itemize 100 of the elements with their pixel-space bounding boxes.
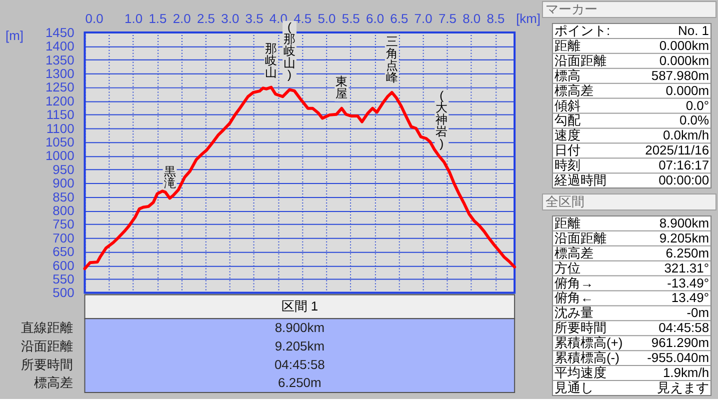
text: 標高差	[34, 375, 73, 390]
text: 04:45:58	[658, 320, 710, 336]
text: 区間 1	[281, 298, 318, 314]
text: 0.0km/h	[662, 128, 710, 143]
y-tick-label: 650	[52, 244, 74, 260]
y-tick-label: 1100	[46, 120, 74, 136]
annotation: 黒滝	[164, 164, 176, 190]
x-tick-label: 3.0	[221, 10, 240, 26]
y-tick-label: 550	[52, 272, 74, 287]
annotation: 那岐山	[265, 41, 278, 80]
y-tick-label: 900	[52, 176, 74, 191]
text: 2025/11/16	[645, 142, 710, 158]
x-tick-label: 6.5	[390, 10, 408, 26]
text: 13.49°	[671, 290, 710, 306]
text: 距離	[554, 215, 580, 230]
text: 6.250m	[278, 375, 322, 390]
text: 経過時間	[553, 172, 606, 188]
text: 距離	[554, 38, 580, 53]
text: 0.000km	[659, 38, 710, 53]
y-tick-label: 600	[52, 258, 74, 273]
text: 日付	[554, 142, 580, 158]
x-tick-label: 7.0	[414, 10, 432, 26]
y-tick-label: 800	[52, 203, 74, 218]
x-tick-label: 5.0	[318, 10, 336, 26]
y-tick-label: 850	[52, 189, 74, 204]
text: 傾斜	[554, 98, 580, 113]
x-tick-label: 2.0	[172, 10, 191, 26]
text: 直線距離	[20, 320, 73, 335]
text: マーカー	[545, 2, 598, 17]
text: 俯角→	[554, 275, 594, 290]
text: 8.900km	[274, 320, 325, 335]
text: ポイント:	[554, 22, 610, 38]
text: 所要時間	[554, 320, 606, 336]
text: -13.49°	[667, 275, 710, 290]
text: 9.205km	[659, 230, 710, 246]
text: 0.0%	[679, 112, 710, 128]
text: 1.9km/h	[662, 365, 710, 380]
text: 961.290m	[651, 335, 710, 350]
y-tick-label: 1350	[45, 52, 74, 68]
text: 勾配	[554, 112, 580, 128]
y-tick-label: 1400	[45, 38, 74, 54]
text: 時刻	[554, 158, 580, 173]
y-tick-label: 700	[52, 230, 74, 246]
text: 9.205km	[274, 338, 325, 354]
text: 平均速度	[554, 365, 606, 380]
x-axis-title: [km]	[516, 10, 541, 26]
x-tick-label: 0.0	[85, 10, 104, 26]
text: 累積標高(+)	[554, 335, 623, 350]
text: 方位	[554, 260, 580, 276]
y-tick-label: 1000	[45, 148, 74, 164]
x-tick-label: 3.5	[245, 10, 264, 26]
y-tick-label: 1450	[45, 24, 74, 40]
y-tick-label: 1250	[45, 80, 74, 95]
x-tick-label: 6.0	[366, 10, 384, 26]
text: 俯角←	[554, 290, 594, 306]
text: 見通し	[554, 380, 594, 395]
x-tick-label: 7.5	[438, 10, 456, 26]
text: 0.000km	[659, 52, 710, 68]
text: 標高差	[554, 82, 594, 98]
text: 321.31°	[664, 260, 710, 276]
annotation: (大神岩)	[436, 88, 448, 151]
y-tick-label: 1050	[45, 134, 74, 150]
x-tick-label: 5.5	[342, 10, 360, 26]
text: -955.040m	[647, 350, 710, 366]
annotation: 東屋	[336, 74, 348, 100]
text: 07:16:17	[658, 158, 710, 173]
text: 全区間	[545, 194, 584, 209]
text: 04:45:58	[274, 356, 325, 372]
text: 587.980m	[651, 68, 710, 83]
x-tick-label: 4.5	[294, 10, 312, 26]
x-tick-label: 2.5	[196, 10, 215, 26]
text: No. 1	[678, 22, 710, 38]
y-tick-label: 950	[52, 162, 74, 177]
y-tick-label: 1200	[45, 93, 74, 108]
text: 沿面距離	[554, 230, 606, 246]
text: 標高差	[554, 245, 594, 260]
text: 0.0°	[686, 98, 710, 113]
text: 00:00:00	[658, 172, 710, 188]
text: 0.000m	[666, 82, 710, 98]
annotation: (那岐山)	[284, 20, 296, 82]
x-tick-label: 8.5	[486, 10, 505, 26]
text: -0m	[686, 305, 710, 320]
text: 標高	[554, 68, 580, 83]
annotation: 三角点峰	[386, 34, 398, 84]
y-tick-label: 750	[52, 216, 74, 232]
text: 所要時間	[20, 356, 73, 372]
text: 6.250m	[666, 245, 710, 260]
y-tick-label: 1300	[45, 66, 74, 82]
y-tick-label: 500	[52, 285, 74, 300]
text: 速度	[554, 128, 580, 143]
x-tick-label: 8.0	[462, 10, 481, 26]
y-axis-title: [m]	[5, 28, 24, 43]
text: 8.900km	[659, 215, 710, 230]
text: 沈み量	[554, 305, 594, 320]
x-tick-label: 1.0	[124, 10, 143, 26]
text: 累積標高(-)	[554, 350, 620, 366]
text: 沿面距離	[554, 52, 606, 68]
text: 見えます	[657, 380, 710, 395]
line-series	[83, 86, 516, 270]
y-tick-label: 1150	[46, 107, 74, 122]
